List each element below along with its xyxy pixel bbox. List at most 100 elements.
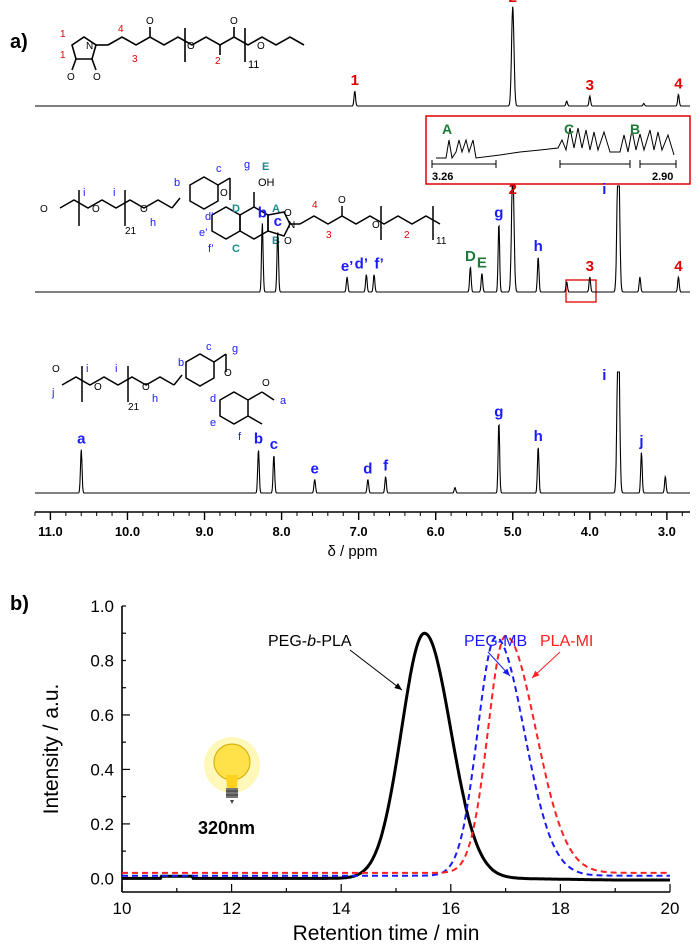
struct-mid-repeat-pla: 11 — [436, 236, 447, 247]
svg-text:O: O — [284, 208, 292, 219]
svg-text:O: O — [140, 204, 148, 215]
nmr-tick-label-7: 4.0 — [581, 524, 599, 539]
nmr-peak-label-2-6: E — [477, 254, 487, 271]
svg-text:O: O — [93, 72, 101, 83]
struct-top-num-4: 4 — [118, 24, 124, 35]
struct-bottom-g: g — [232, 343, 238, 355]
svg-text:O: O — [187, 41, 195, 52]
svg-text:O: O — [40, 204, 48, 215]
inset-peak-C: C — [564, 121, 574, 137]
struct-mid-i2: i — [113, 187, 115, 199]
inset-source-box — [565, 279, 597, 303]
svg-text:O: O — [146, 16, 154, 27]
svg-text:O: O — [262, 378, 270, 389]
nmr-tick-label-2: 9.0 — [195, 524, 213, 539]
nmr-tick-label-0: 11.0 — [38, 524, 63, 539]
structure-top-labels: 1 1 4 3 2 — [60, 24, 221, 67]
struct-mid-g: g — [244, 159, 250, 171]
struct-bottom-j: j — [51, 387, 54, 399]
nmr-spectrum-line-1 — [35, 6, 690, 107]
nmr-peak-label-2-1: c — [274, 213, 282, 230]
gpc-x-tick-label-1: 12 — [222, 899, 241, 918]
gpc-y-tick-label-2: 0.4 — [90, 760, 114, 779]
nmr-peak-label-3-4: d — [363, 460, 372, 477]
gpc-x-tick-label-2: 14 — [332, 899, 351, 918]
structure-bottom — [61, 353, 275, 425]
gpc-x-tick-label-0: 10 — [113, 899, 132, 918]
nmr-peak-label-2-12: i — [602, 181, 606, 198]
struct-bottom-b: b — [178, 357, 184, 369]
gpc-series-pla-mi — [122, 634, 670, 874]
struct-bottom-h: h — [152, 393, 158, 405]
nmr-peak-label-2-14: 4 — [674, 258, 683, 275]
struct-mid-d-prime: d’ — [205, 211, 214, 223]
nmr-peak-label-3-1: b — [254, 430, 263, 447]
struct-top-repeat: 11 — [248, 59, 259, 71]
gpc-y-axis-label: Intensity / a.u. — [40, 684, 63, 815]
struct-mid-A: A — [272, 203, 280, 215]
struct-bottom-d: d — [210, 393, 216, 405]
nmr-spectrum-line-2 — [35, 185, 690, 293]
light-bulb-icon — [204, 737, 260, 804]
nmr-spectrum-line-3 — [35, 371, 690, 494]
struct-bottom-e: e — [210, 417, 216, 429]
svg-text:O: O — [67, 72, 75, 83]
svg-text:O: O — [224, 368, 232, 379]
gpc-x-tick-label-5: 20 — [661, 899, 680, 918]
nmr-peak-label-1-5: 4 — [674, 75, 683, 92]
gpc-y-tick-label-3: 0.6 — [90, 706, 114, 725]
svg-text:O: O — [94, 382, 102, 393]
gpc-series-peg-mb — [122, 636, 670, 877]
nmr-peak-label-2-0: b — [258, 204, 267, 221]
struct-mid-D: D — [232, 203, 240, 215]
gpc-y-tick-label-0: 0.0 — [90, 869, 114, 888]
gpc-arrowhead-0 — [394, 683, 402, 690]
gpc-x-tick-label-4: 18 — [551, 899, 570, 918]
gpc-y-tick-label-4: 0.8 — [90, 651, 114, 670]
svg-text:O: O — [372, 220, 380, 231]
svg-text:O: O — [220, 188, 228, 199]
structure-mid — [59, 176, 441, 240]
struct-mid-b: b — [174, 177, 180, 189]
struct-mid-num-2: 2 — [404, 230, 410, 241]
nmr-peak-label-1-1: 2 — [509, 0, 517, 6]
nmr-peak-label-3-3: e — [311, 460, 319, 477]
nmr-peak-label-2-9: h — [534, 238, 543, 255]
nmr-peak-label-3-0: a — [77, 430, 86, 447]
struct-top-num-1b: 1 — [60, 50, 66, 61]
nmr-tick-label-6: 5.0 — [504, 524, 522, 539]
struct-top-num-3: 3 — [132, 54, 138, 65]
struct-mid-E: E — [262, 161, 269, 173]
nmr-tick-label-4: 7.0 — [350, 524, 368, 539]
svg-text:O: O — [92, 204, 100, 215]
panel-a-label: a) — [10, 31, 28, 53]
inset-left-ppm: 3.26 — [432, 171, 453, 183]
struct-mid-e-prime: e’ — [199, 227, 208, 239]
svg-text:O: O — [52, 364, 60, 375]
nmr-tick-label-3: 8.0 — [273, 524, 291, 539]
struct-top-num-2: 2 — [215, 56, 221, 67]
struct-mid-f-prime: f’ — [208, 243, 214, 255]
inset-frame — [425, 115, 691, 185]
struct-bottom-a: a — [280, 395, 287, 407]
nmr-peak-label-1-0: 1 — [351, 72, 359, 89]
struct-mid-num-3: 3 — [326, 230, 332, 241]
nmr-peak-label-2-11: 3 — [586, 258, 594, 275]
struct-bottom-i2: i — [115, 363, 117, 375]
nmr-peak-label-3-7: g — [494, 403, 503, 420]
nmr-peak-label-2-7: g — [494, 204, 503, 221]
svg-text:O: O — [230, 16, 238, 27]
gpc-x-tick-label-3: 16 — [441, 899, 460, 918]
gpc-annotation-2: PLA-MI — [540, 633, 593, 650]
gpc-y-tick-label-1: 0.2 — [90, 815, 114, 834]
gpc-y-tick-label-5: 1.0 — [90, 597, 114, 616]
gpc-annotation-1: PEG-MB — [464, 633, 527, 650]
nmr-peak-label-2-3: d’ — [355, 256, 368, 273]
gpc-arrowhead-1 — [502, 668, 510, 676]
struct-bottom-repeat-peg: 21 — [128, 402, 140, 413]
svg-text:O: O — [257, 41, 265, 52]
nmr-peak-label-3-5: f — [383, 458, 389, 475]
struct-mid-B: B — [272, 235, 280, 247]
nmr-peak-label-3-10: j — [638, 433, 643, 450]
